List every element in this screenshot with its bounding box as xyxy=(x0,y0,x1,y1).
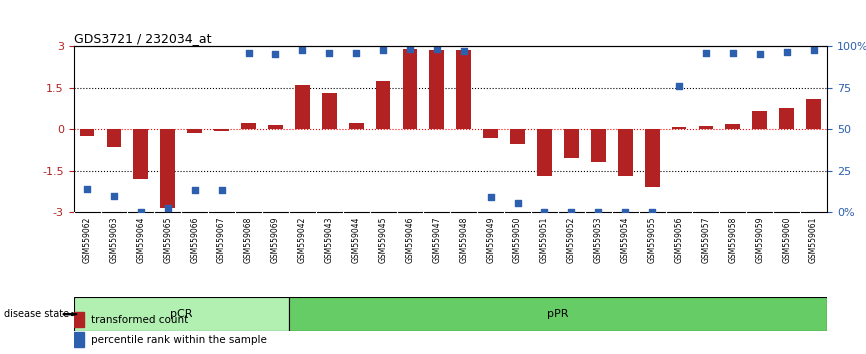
Bar xyxy=(289,297,827,331)
Bar xyxy=(753,111,767,129)
Point xyxy=(295,47,309,53)
Bar xyxy=(80,129,94,136)
Text: GSM559059: GSM559059 xyxy=(755,217,765,263)
Point xyxy=(753,51,766,57)
Point xyxy=(188,187,202,193)
Text: GSM559068: GSM559068 xyxy=(244,217,253,263)
Bar xyxy=(241,123,256,129)
Bar xyxy=(591,129,605,162)
Bar xyxy=(537,129,552,176)
Point xyxy=(242,50,255,56)
Point xyxy=(134,210,148,215)
Point xyxy=(511,200,525,206)
Text: GSM559042: GSM559042 xyxy=(298,217,307,263)
Bar xyxy=(74,312,85,327)
Point xyxy=(430,46,443,52)
Text: GSM559069: GSM559069 xyxy=(271,217,280,263)
Text: GSM559045: GSM559045 xyxy=(378,217,388,263)
Bar xyxy=(74,297,289,331)
Bar xyxy=(187,129,202,132)
Bar xyxy=(806,99,821,129)
Point xyxy=(215,187,229,193)
Text: pPR: pPR xyxy=(547,309,569,319)
Text: GSM559044: GSM559044 xyxy=(352,217,360,263)
Text: GSM559060: GSM559060 xyxy=(782,217,792,263)
Point xyxy=(457,48,471,54)
Point xyxy=(107,193,121,199)
Text: GSM559047: GSM559047 xyxy=(432,217,442,263)
Text: GSM559051: GSM559051 xyxy=(540,217,549,263)
Bar xyxy=(617,129,633,176)
Text: GSM559062: GSM559062 xyxy=(82,217,92,263)
Text: GSM559043: GSM559043 xyxy=(325,217,333,263)
Point xyxy=(726,50,740,56)
Text: GSM559049: GSM559049 xyxy=(486,217,495,263)
Bar xyxy=(483,129,498,137)
Text: GSM559058: GSM559058 xyxy=(728,217,737,263)
Bar xyxy=(779,108,794,129)
Text: GSM559053: GSM559053 xyxy=(594,217,603,263)
Bar xyxy=(214,129,229,131)
Point xyxy=(591,210,605,215)
Text: GSM559048: GSM559048 xyxy=(459,217,469,263)
Bar xyxy=(376,81,391,129)
Bar xyxy=(699,126,714,129)
Text: GSM559055: GSM559055 xyxy=(648,217,656,263)
Point xyxy=(349,50,363,56)
Text: GSM559064: GSM559064 xyxy=(136,217,145,263)
Bar xyxy=(672,127,687,129)
Point xyxy=(618,210,632,215)
Bar xyxy=(564,129,578,158)
Text: GSM559057: GSM559057 xyxy=(701,217,710,263)
Bar xyxy=(268,125,283,129)
Bar xyxy=(644,129,660,188)
Bar xyxy=(107,129,121,147)
Text: GSM559052: GSM559052 xyxy=(567,217,576,263)
Point xyxy=(565,210,578,215)
Text: GSM559067: GSM559067 xyxy=(217,217,226,263)
Bar xyxy=(133,129,148,179)
Bar xyxy=(510,129,525,144)
Text: percentile rank within the sample: percentile rank within the sample xyxy=(91,335,267,345)
Point xyxy=(81,186,94,192)
Text: GSM559046: GSM559046 xyxy=(405,217,415,263)
Point xyxy=(672,84,686,89)
Text: GSM559063: GSM559063 xyxy=(109,217,119,263)
Point xyxy=(322,50,336,56)
Text: transformed count: transformed count xyxy=(91,315,188,325)
Text: GSM559061: GSM559061 xyxy=(809,217,818,263)
Point xyxy=(484,194,498,200)
Point xyxy=(376,47,390,53)
Point xyxy=(403,46,417,52)
Point xyxy=(161,205,175,211)
Bar xyxy=(726,124,740,129)
Text: GSM559065: GSM559065 xyxy=(164,217,172,263)
Point xyxy=(538,210,552,215)
Bar xyxy=(322,93,337,129)
Point xyxy=(645,210,659,215)
Bar xyxy=(160,129,175,208)
Point xyxy=(779,49,793,55)
Text: GSM559066: GSM559066 xyxy=(191,217,199,263)
Point xyxy=(806,47,820,53)
Text: GSM559050: GSM559050 xyxy=(513,217,522,263)
Text: pCR: pCR xyxy=(170,309,192,319)
Text: GDS3721 / 232034_at: GDS3721 / 232034_at xyxy=(74,32,211,45)
Bar xyxy=(349,123,364,129)
Text: GSM559054: GSM559054 xyxy=(621,217,630,263)
Bar xyxy=(430,50,444,129)
Point xyxy=(699,50,713,56)
Bar xyxy=(74,332,85,347)
Bar xyxy=(403,49,417,129)
Text: disease state: disease state xyxy=(4,309,69,319)
Point xyxy=(268,51,282,57)
Bar xyxy=(456,50,471,129)
Bar xyxy=(295,85,310,129)
Text: GSM559056: GSM559056 xyxy=(675,217,683,263)
